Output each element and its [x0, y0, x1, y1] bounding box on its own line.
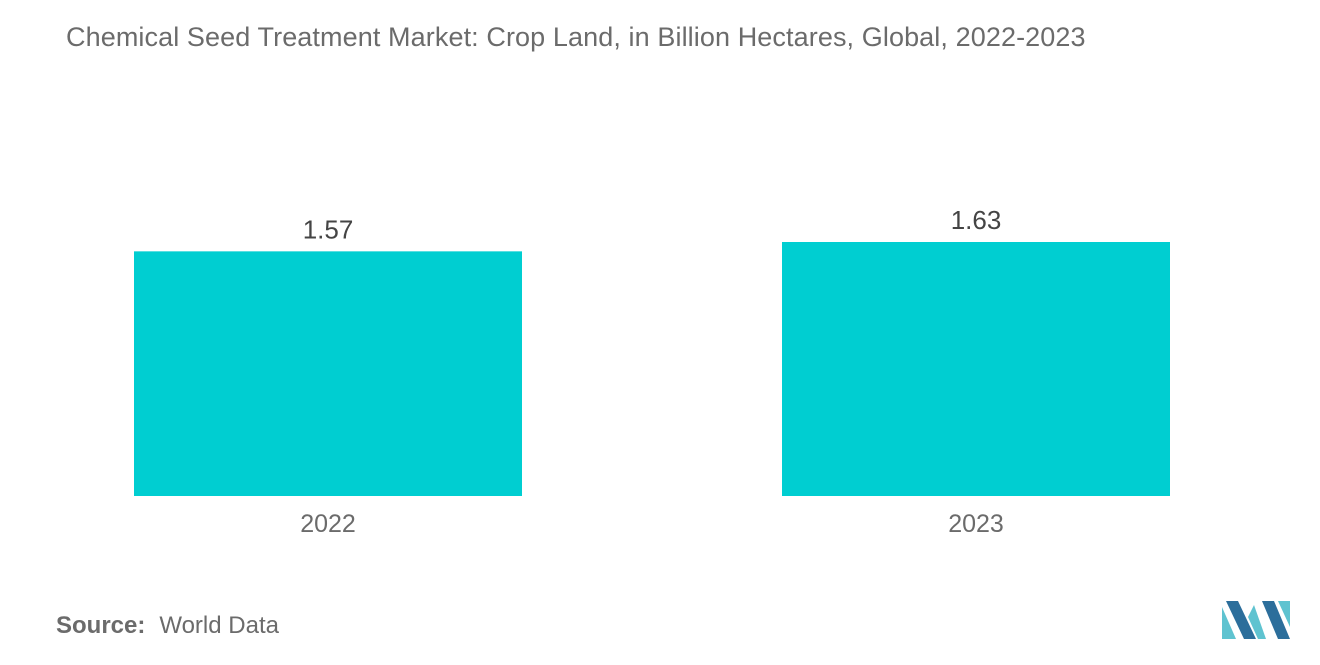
bar-2023 — [782, 242, 1170, 496]
bar-2022 — [134, 251, 522, 496]
x-tick-label-2023: 2023 — [948, 510, 1004, 538]
chart-title: Chemical Seed Treatment Market: Crop Lan… — [66, 22, 1086, 52]
data-label-2022: 1.57 — [303, 214, 354, 244]
brand-logo-icon — [1222, 601, 1290, 639]
data-label-2023: 1.63 — [951, 205, 1002, 235]
source-line: Source: World Data — [56, 612, 279, 640]
source-value: World Data — [159, 612, 279, 639]
x-tick-label-2022: 2022 — [300, 510, 356, 538]
source-label: Source: — [56, 612, 146, 639]
